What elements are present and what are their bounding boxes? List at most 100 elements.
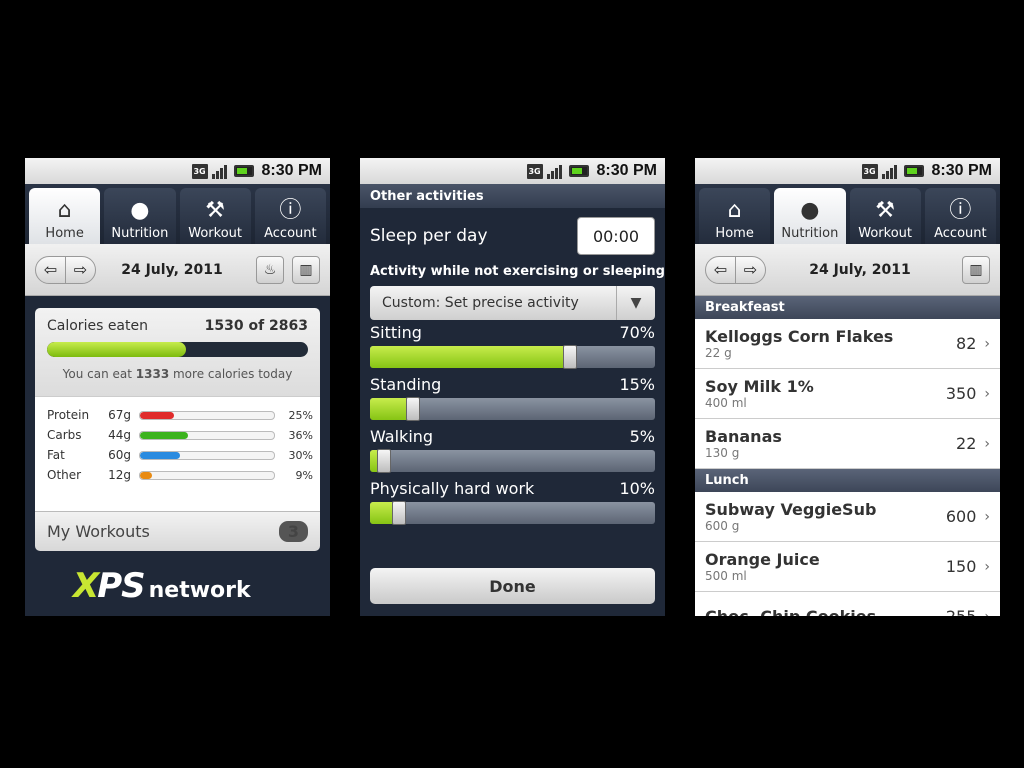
tab-label: Account [934, 226, 987, 241]
activity-select[interactable]: Custom: Set precise activity ▼ [370, 286, 655, 320]
macro-name: Other [47, 468, 82, 482]
my-workouts-label: My Workouts [47, 522, 150, 541]
prev-day-button[interactable]: ⇦ [706, 257, 735, 283]
burn-button[interactable]: ♨ [256, 255, 284, 284]
food-item[interactable]: Soy Milk 1% 400 ml 350 › [695, 369, 1000, 419]
logo-ps: PS [97, 566, 145, 606]
slider-fill [370, 398, 413, 420]
tab-home[interactable]: ⌂ Home [29, 188, 101, 244]
macro-bar-fill [140, 471, 153, 479]
macro-bar [139, 430, 275, 440]
tab-workout[interactable]: ⚒ Workout [179, 188, 251, 244]
battery-icon [233, 165, 254, 177]
dumbbell-icon: ⚒ [205, 198, 225, 223]
tab-nutrition[interactable]: ● Nutrition [104, 188, 176, 244]
slider-fill [370, 346, 570, 368]
network-3g-icon: 3G [526, 163, 543, 179]
macro-grams: 12g [108, 468, 131, 482]
macro-name: Carbs [47, 428, 82, 442]
glass-icon: ▥ [299, 261, 313, 278]
food-item-text: Orange Juice 500 ml [705, 550, 946, 583]
tab-home[interactable]: ⌂ Home [699, 188, 771, 244]
date-label: 24 July, 2011 [121, 261, 223, 278]
flame-icon: ♨ [263, 261, 277, 278]
info-icon: ⓘ [949, 198, 972, 223]
food-item[interactable]: Subway VeggieSub 600 g 600 › [695, 492, 1000, 542]
activity-slider[interactable] [370, 345, 655, 369]
slider-label: Standing [370, 375, 442, 394]
sleep-time-input[interactable]: 00:00 [577, 217, 655, 255]
chevron-right-icon: › [984, 335, 990, 352]
slider-label-row: Sitting 70% [360, 320, 665, 342]
food-name: Orange Juice [705, 550, 820, 569]
activity-slider[interactable] [370, 397, 655, 421]
slider-percent: 5% [629, 427, 655, 446]
slider-fill [370, 502, 399, 524]
date-nav: ⇦ ⇨ [35, 255, 96, 284]
tab-nutrition[interactable]: ● Nutrition [774, 188, 846, 244]
macro-bar-fill [140, 431, 189, 439]
food-item[interactable]: Choc. Chip Cookies255 › [695, 592, 1000, 616]
slider-knob[interactable] [405, 397, 420, 421]
next-day-button[interactable]: ⇨ [735, 256, 765, 283]
food-item[interactable]: Kelloggs Corn Flakes 22 g 82 › [695, 319, 1000, 369]
food-item[interactable]: Orange Juice 500 ml 150 › [695, 542, 1000, 592]
activity-select-value: Custom: Set precise activity [382, 295, 579, 311]
tab-bar: ⌂ Home ● Nutrition ⚒ Workout ⓘ Account [25, 184, 330, 244]
macro-percent: 30% [288, 448, 313, 462]
battery-icon [568, 165, 589, 177]
activity-slider[interactable] [370, 449, 655, 473]
signal-icon [546, 164, 565, 179]
food-calories: 150 [945, 557, 977, 576]
food-calories: 255 [946, 607, 977, 616]
slider-knob[interactable] [562, 345, 577, 369]
macro-bar [139, 450, 275, 460]
xps-network-logo: X PS network [73, 566, 251, 606]
sleep-label: Sleep per day [370, 226, 488, 246]
chevron-right-icon: › [984, 558, 990, 575]
macro-row: Fat 60g 30% [35, 445, 320, 465]
calories-progress-fill [47, 342, 187, 357]
slider-knob[interactable] [391, 501, 406, 525]
macro-percent: 9% [295, 468, 313, 482]
food-quantity: 500 ml [705, 569, 747, 583]
calories-progress [47, 342, 308, 357]
status-time: 8:30 PM [596, 162, 657, 179]
tab-label: Nutrition [111, 226, 169, 241]
chevron-down-icon: ▼ [616, 286, 655, 320]
tab-account[interactable]: ⓘ Account [254, 188, 326, 244]
tab-account[interactable]: ⓘ Account [924, 188, 996, 244]
food-calories: 82 [956, 334, 977, 353]
food-item[interactable]: Bananas 130 g 22 › [695, 419, 1000, 469]
workouts-count-badge: 3 [278, 521, 308, 542]
home-icon: ⌂ [727, 198, 742, 223]
calories-card[interactable]: Calories eaten 1530 of 2863 You can eat … [35, 308, 320, 396]
slider-label: Walking [370, 427, 434, 446]
food-item-text: Choc. Chip Cookies [705, 607, 946, 616]
drink-button[interactable]: ▥ [962, 255, 990, 284]
my-workouts-row[interactable]: My Workouts 3 [35, 511, 320, 551]
activity-slider[interactable] [370, 501, 655, 525]
logo-network: network [148, 578, 251, 603]
slider-label-row: Walking 5% [360, 420, 665, 446]
macro-bar [139, 410, 275, 420]
macro-row: Protein 67g 25% [35, 405, 320, 425]
food-name: Choc. Chip Cookies [705, 607, 946, 616]
macro-percent: 25% [288, 408, 313, 422]
food-quantity: 600 g [705, 519, 740, 533]
macro-bar [139, 470, 275, 480]
done-button[interactable]: Done [370, 568, 655, 604]
date-nav: ⇦ ⇨ [705, 255, 766, 284]
apple-icon: ● [130, 198, 150, 223]
prev-day-button[interactable]: ⇦ [36, 257, 65, 283]
drink-button[interactable]: ▥ [292, 255, 320, 284]
tab-label: Workout [858, 226, 912, 241]
slider-knob[interactable] [377, 449, 392, 473]
next-day-button[interactable]: ⇨ [65, 256, 95, 283]
tab-workout[interactable]: ⚒ Workout [849, 188, 921, 244]
signal-icon [211, 164, 230, 179]
tab-label: Workout [188, 226, 242, 241]
food-name: Bananas [705, 427, 782, 446]
glass-icon: ▥ [969, 261, 983, 278]
battery-icon [903, 165, 924, 177]
